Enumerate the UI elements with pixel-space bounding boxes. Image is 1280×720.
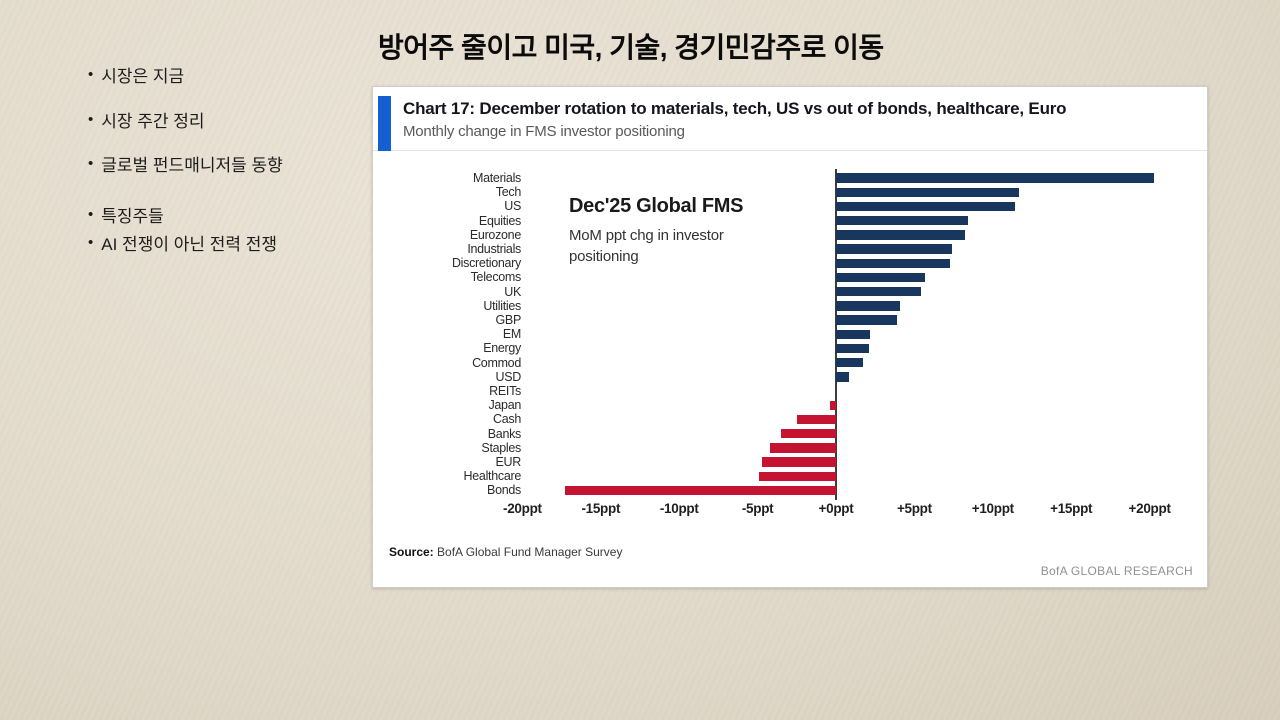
- annotation-subtitle: MoM ppt chg in investor positioning: [569, 227, 724, 265]
- sidebar-item-label: AI 전쟁이 아닌 전력 전쟁: [101, 235, 277, 254]
- annotation-title: Dec'25 Global FMS: [569, 195, 744, 217]
- chart-bar: [836, 372, 849, 382]
- chart-bar: [770, 443, 836, 453]
- sidebar-item-power-war[interactable]: • AI 전쟁이 아닌 전력 전쟁: [88, 230, 277, 255]
- x-tick-label: +0ppt: [818, 501, 854, 516]
- chart-bar: [836, 272, 926, 283]
- chart-bar: [796, 414, 836, 425]
- sidebar-item-label: 시장 주간 정리: [101, 112, 205, 131]
- x-tick-label: -10ppt: [659, 501, 699, 516]
- chart-bar: [836, 329, 871, 340]
- chart-annotation: Dec'25 Global FMS MoM ppt chg in investo…: [569, 195, 779, 267]
- chart-bar: [836, 357, 863, 368]
- x-tick-label: +20ppt: [1128, 501, 1171, 516]
- category-label: EUR: [495, 455, 522, 469]
- category-label: USD: [495, 369, 522, 384]
- sidebar-item-label: 글로벌 펀드매니저들 동향: [101, 156, 283, 175]
- x-tick-label: -5ppt: [741, 501, 774, 516]
- x-tick-label: +5ppt: [896, 501, 932, 516]
- category-label: EM: [502, 327, 521, 342]
- category-label: Equities: [478, 213, 521, 228]
- category-label: Banks: [487, 426, 522, 441]
- chart-bar: [836, 343, 869, 354]
- category-label: Discretionary: [451, 256, 521, 271]
- chart-bar: [836, 215, 968, 226]
- chart-bar: [836, 258, 951, 269]
- category-label: Telecoms: [470, 270, 522, 285]
- category-label: Japan: [488, 398, 521, 413]
- category-label: GBP: [495, 313, 522, 327]
- category-label: UK: [504, 284, 521, 299]
- source-text: BofA Global Fund Manager Survey: [437, 545, 623, 559]
- chart-bar: [759, 471, 836, 482]
- chart-card: Chart 17: December rotation to materials…: [372, 86, 1208, 588]
- chart-bar: [836, 286, 921, 297]
- source-label: Source:: [389, 545, 434, 559]
- bullet-icon: •: [88, 234, 94, 251]
- category-label: Utilities: [483, 298, 521, 313]
- category-label: REITs: [489, 384, 521, 398]
- category-label: Materials: [472, 171, 521, 185]
- chart-bar: [836, 201, 1015, 212]
- chart-bar: [836, 301, 901, 311]
- x-tick-label: -15ppt: [581, 501, 621, 516]
- category-label: Healthcare: [463, 469, 522, 484]
- x-tick-label: +10ppt: [971, 501, 1014, 516]
- chart-bar: [829, 400, 836, 411]
- chart-card-header: Chart 17: December rotation to materials…: [373, 87, 1207, 151]
- sidebar-item-featured-stocks[interactable]: • 특징주들: [88, 202, 164, 227]
- category-label: Tech: [495, 185, 522, 200]
- category-label: Eurozone: [469, 227, 521, 242]
- category-label: Cash: [493, 412, 521, 427]
- sidebar-item-label: 특징주들: [101, 207, 164, 226]
- bullet-icon: •: [88, 66, 94, 83]
- chart-title: Chart 17: December rotation to materials…: [403, 99, 1067, 118]
- chart-subtitle: Monthly change in FMS investor positioni…: [403, 123, 685, 140]
- category-label: Energy: [483, 341, 521, 356]
- sidebar-item-weekly-recap[interactable]: • 시장 주간 정리: [88, 107, 205, 132]
- sidebar-item-market-now[interactable]: • 시장은 지금: [88, 62, 184, 87]
- bullet-icon: •: [88, 206, 94, 223]
- x-tick-label: +15ppt: [1050, 501, 1093, 516]
- chart-bar: [836, 173, 1155, 183]
- category-label: Industrials: [467, 242, 521, 256]
- chart-bar: [836, 244, 953, 254]
- category-label: US: [504, 199, 521, 214]
- accent-bar: [378, 96, 391, 151]
- bullet-icon: •: [88, 155, 94, 172]
- chart-bar: [836, 315, 898, 325]
- sidebar-item-fund-managers[interactable]: • 글로벌 펀드매니저들 동향: [88, 151, 283, 176]
- chart-bar: [762, 457, 836, 467]
- bullet-icon: •: [88, 111, 94, 128]
- sidebar-item-label: 시장은 지금: [101, 67, 185, 86]
- category-label: Commod: [472, 355, 521, 370]
- chart-bar: [564, 485, 836, 496]
- source-note: Source: BofA Global Fund Manager Survey: [389, 545, 622, 559]
- chart-bar: [781, 428, 836, 439]
- category-label: Bonds: [487, 483, 521, 498]
- brand-watermark: BofA GLOBAL RESEARCH: [1040, 564, 1193, 578]
- slide-title: 방어주 줄이고 미국, 기술, 경기민감주로 이동: [378, 32, 884, 63]
- bar-chart-plot: Dec'25 Global FMS MoM ppt chg in investo…: [373, 87, 1207, 587]
- x-tick-label: -20ppt: [503, 501, 542, 516]
- category-label: Staples: [481, 440, 521, 455]
- chart-bar: [836, 230, 965, 240]
- chart-bar: [836, 187, 1020, 198]
